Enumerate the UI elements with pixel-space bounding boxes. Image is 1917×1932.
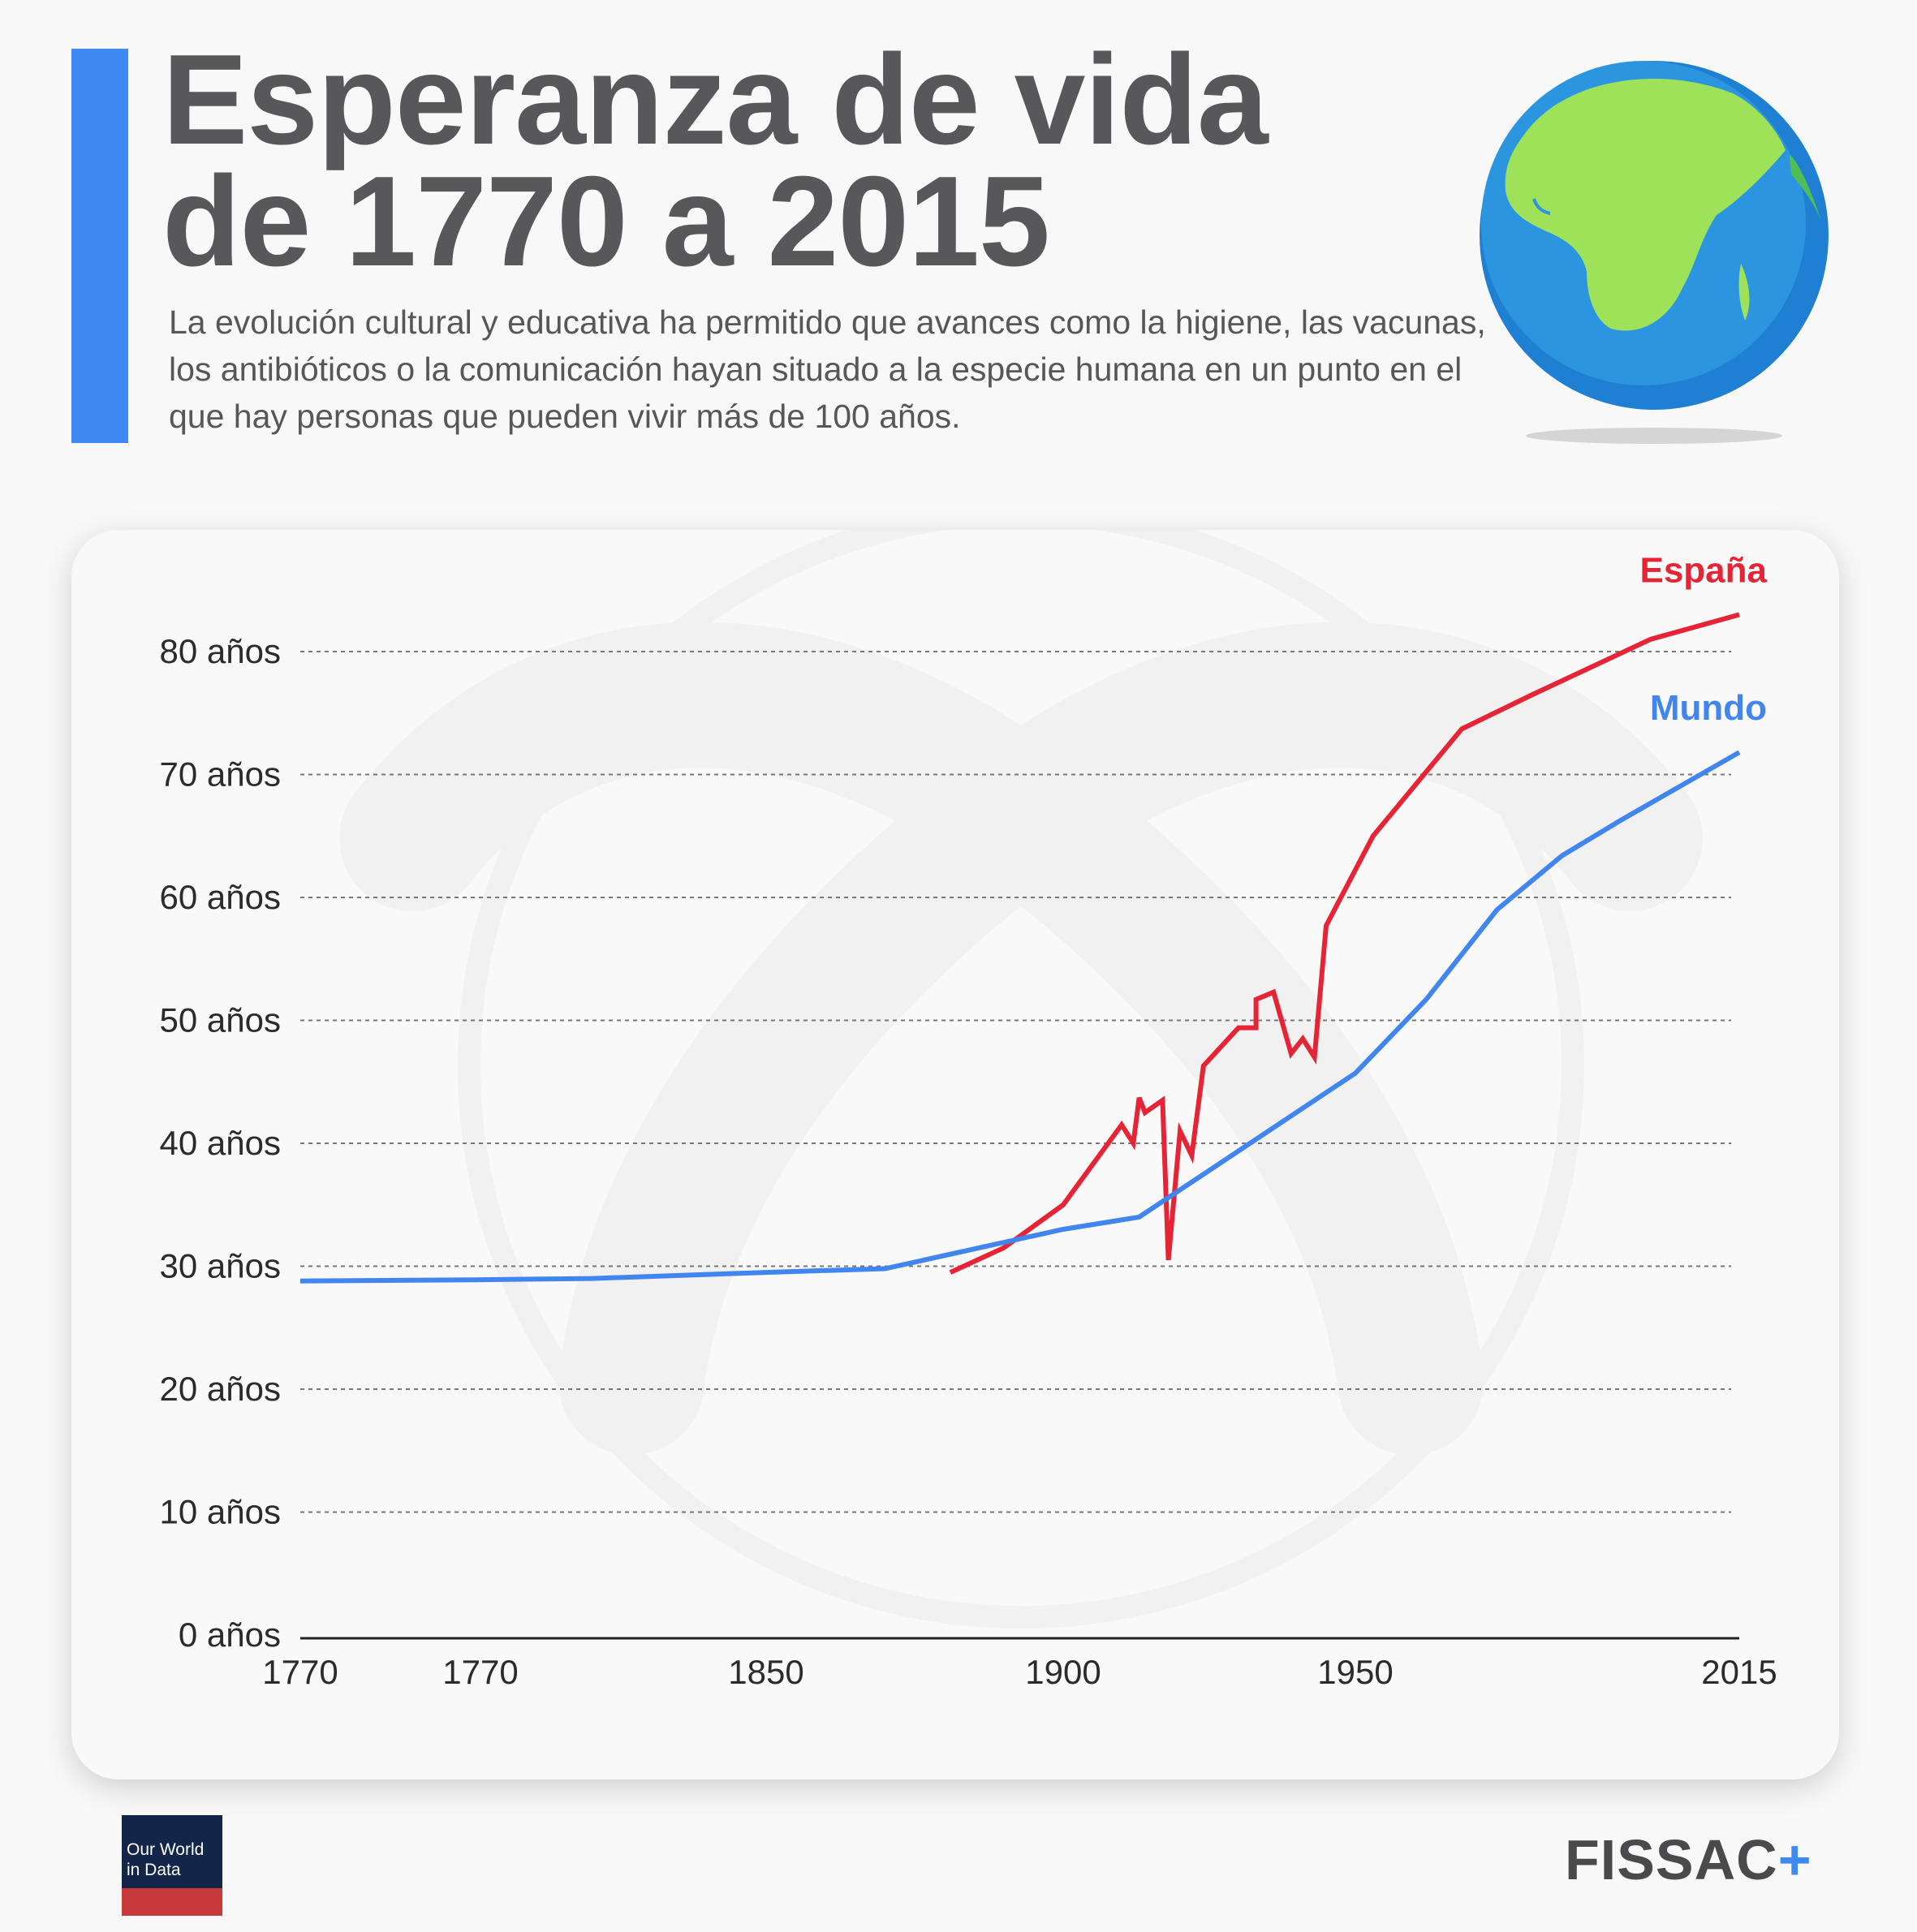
earth-globe-icon [1480,61,1829,444]
y-tick-label: 50 años [160,1001,281,1039]
x-tick-label: 2015 [1701,1653,1777,1691]
y-tick-label: 30 años [160,1247,281,1285]
series-line-mundo [299,750,1741,1284]
x-tick-label: 1850 [728,1653,803,1691]
series-label: España [1639,551,1767,591]
x-tick-label: 1900 [1025,1653,1101,1691]
accent-bar [71,49,128,443]
y-tick-label: 60 años [160,878,281,916]
series-line-espaa [949,612,1740,1275]
y-tick-label: 80 años [160,632,281,670]
title-line-2: de 1770 a 2015 [162,150,1050,293]
x-tick-label: 1770 [262,1653,338,1691]
chart-card: 0 años 10 años 20 años 30 años 40 años 50 año… [71,530,1839,1779]
page-subtitle: La evolución cultural y educativa ha per… [169,303,1486,435]
y-tick-label: 10 años [160,1493,281,1531]
y-tick-label: 70 años [160,755,281,794]
y-tick-label: 20 años [160,1370,281,1408]
our-world-in-data-logo: Our World in Data [122,1815,222,1916]
brand-text: FISSAC [1565,1828,1778,1891]
y-tick-label: 40 años [160,1124,281,1162]
page-title: Esperanza de vida de 1770 a 2015 [162,28,1461,293]
y-tick-label: 0 años [179,1616,281,1654]
x-tick-label: 1950 [1317,1653,1393,1691]
brand-plus-icon: + [1777,1828,1812,1891]
owid-logo-text: Our World in Data [127,1840,205,1879]
x-tick-label: 1770 [442,1653,518,1691]
series-label: Mundo [1650,688,1767,728]
title-line-1: Esperanza de vida [162,28,1269,171]
life-expectancy-chart: 0 años 10 años 20 años 30 años 40 años 50 año… [160,530,1777,1691]
fissac-logo: FISSAC+ [1565,1827,1812,1892]
watermark-logo-icon [339,530,1703,1629]
